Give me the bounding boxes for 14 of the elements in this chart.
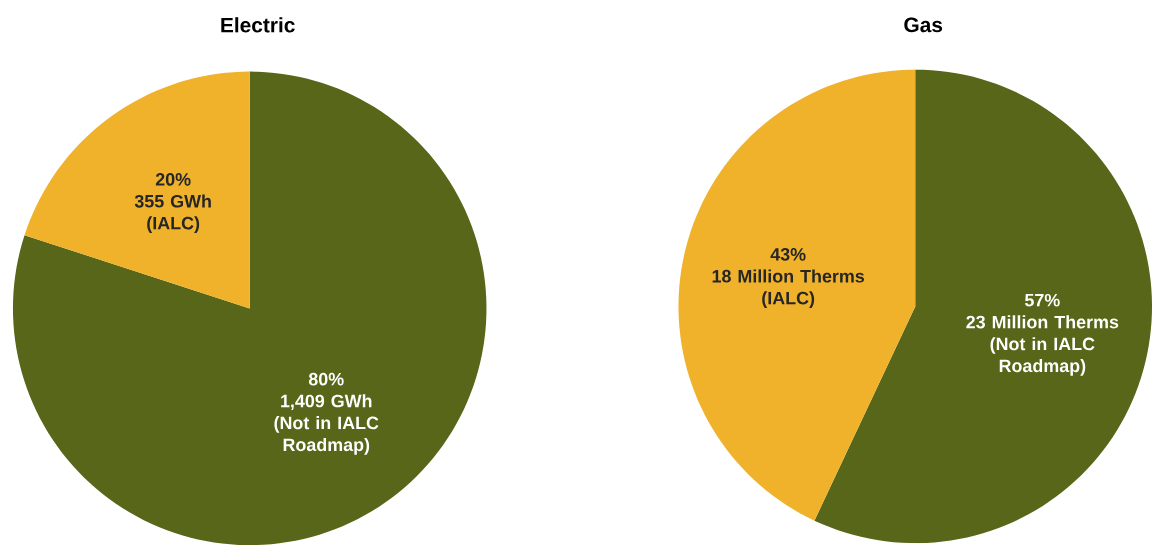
- slice-label: (IALC): [147, 216, 200, 233]
- data-label: 20%: [155, 172, 191, 186]
- text: 18 Million Therms: [712, 269, 865, 283]
- slice-label: (Not in IALC Roadmap): [274, 416, 379, 455]
- data-label: 57%: [1024, 293, 1060, 307]
- slice-label: (IALC): [762, 291, 815, 308]
- text: 355 GWh: [134, 194, 211, 208]
- chart-title: Electric: [221, 17, 295, 33]
- data-label: 80%: [308, 372, 344, 386]
- text: 1,409 GWh: [281, 394, 372, 410]
- data-label: 43%: [770, 247, 806, 261]
- text: 23 Million Therms: [966, 315, 1119, 329]
- slice-label: (Not in IALC Roadmap): [990, 337, 1095, 376]
- chart-title: Gas: [904, 17, 943, 33]
